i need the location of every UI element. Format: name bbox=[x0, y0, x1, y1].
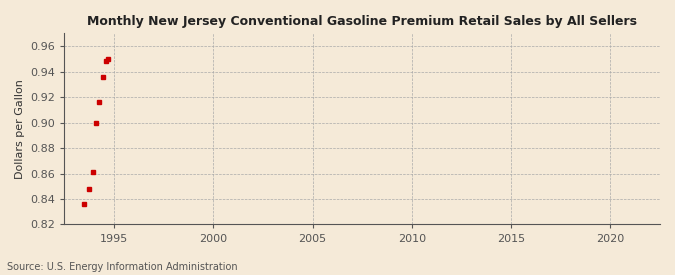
Y-axis label: Dollars per Gallon: Dollars per Gallon bbox=[15, 79, 25, 179]
Text: Source: U.S. Energy Information Administration: Source: U.S. Energy Information Administ… bbox=[7, 262, 238, 272]
Title: Monthly New Jersey Conventional Gasoline Premium Retail Sales by All Sellers: Monthly New Jersey Conventional Gasoline… bbox=[87, 15, 637, 28]
